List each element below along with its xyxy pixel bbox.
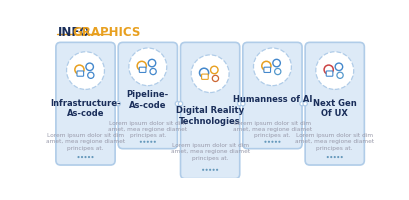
Circle shape: [209, 169, 211, 171]
Circle shape: [112, 102, 117, 106]
Text: Next Gen
Of UX: Next Gen Of UX: [312, 99, 356, 118]
Circle shape: [271, 141, 273, 143]
Text: Lorem ipsum dolor sit dim
amet, mea regione diamet
principes at.: Lorem ipsum dolor sit dim amet, mea regi…: [232, 121, 311, 138]
Circle shape: [153, 141, 155, 143]
Circle shape: [267, 141, 270, 143]
FancyBboxPatch shape: [56, 42, 115, 165]
FancyBboxPatch shape: [180, 42, 239, 179]
FancyBboxPatch shape: [139, 67, 146, 72]
Circle shape: [340, 156, 342, 158]
Circle shape: [274, 141, 276, 143]
Text: Lorem ipsum dolor sit dim
amet, mea regione diamet
principes at.: Lorem ipsum dolor sit dim amet, mea regi…: [170, 143, 249, 161]
Circle shape: [253, 48, 291, 86]
Text: Lorem ipsum dolor sit dim
amet, mea regione diamet
principes at.: Lorem ipsum dolor sit dim amet, mea regi…: [46, 133, 125, 151]
Circle shape: [326, 156, 328, 158]
Circle shape: [329, 156, 332, 158]
Circle shape: [237, 102, 241, 106]
Circle shape: [84, 156, 86, 158]
Circle shape: [264, 141, 266, 143]
FancyBboxPatch shape: [304, 42, 364, 165]
FancyBboxPatch shape: [201, 74, 208, 79]
Circle shape: [278, 141, 280, 143]
Circle shape: [66, 52, 104, 89]
Circle shape: [212, 169, 214, 171]
Circle shape: [299, 102, 303, 106]
FancyBboxPatch shape: [263, 67, 270, 72]
Circle shape: [333, 156, 335, 158]
Text: Humanness of AI: Humanness of AI: [232, 95, 311, 104]
Circle shape: [178, 102, 182, 106]
Circle shape: [150, 141, 152, 143]
Circle shape: [315, 52, 353, 89]
Circle shape: [116, 102, 120, 106]
Text: GRAPHICS: GRAPHICS: [72, 26, 140, 39]
Text: Lorem ipsum dolor sit dim
amet, mea regione diamet
principes at.: Lorem ipsum dolor sit dim amet, mea regi…: [294, 133, 373, 151]
Circle shape: [139, 141, 142, 143]
FancyBboxPatch shape: [242, 42, 301, 149]
Circle shape: [146, 141, 148, 143]
FancyBboxPatch shape: [326, 71, 332, 76]
Text: Pipeline-
As-code: Pipeline- As-code: [126, 90, 169, 110]
FancyBboxPatch shape: [118, 42, 177, 149]
Circle shape: [205, 169, 207, 171]
Circle shape: [302, 102, 307, 106]
Circle shape: [128, 48, 166, 86]
Circle shape: [240, 102, 245, 106]
Circle shape: [143, 141, 145, 143]
Text: Lorem ipsum dolor sit dim
amet, mea regione diamet
principes at.: Lorem ipsum dolor sit dim amet, mea regi…: [108, 121, 187, 138]
Circle shape: [202, 169, 204, 171]
Circle shape: [81, 156, 83, 158]
Circle shape: [77, 156, 79, 158]
Text: Digital Reality
Technologies: Digital Reality Technologies: [175, 106, 244, 126]
Circle shape: [216, 169, 218, 171]
Circle shape: [175, 102, 179, 106]
Text: Infrastructure-
As-code: Infrastructure- As-code: [50, 99, 121, 118]
Circle shape: [191, 55, 229, 93]
FancyBboxPatch shape: [77, 71, 83, 76]
Text: INFO: INFO: [57, 26, 90, 39]
Circle shape: [88, 156, 90, 158]
Circle shape: [336, 156, 339, 158]
Circle shape: [91, 156, 93, 158]
